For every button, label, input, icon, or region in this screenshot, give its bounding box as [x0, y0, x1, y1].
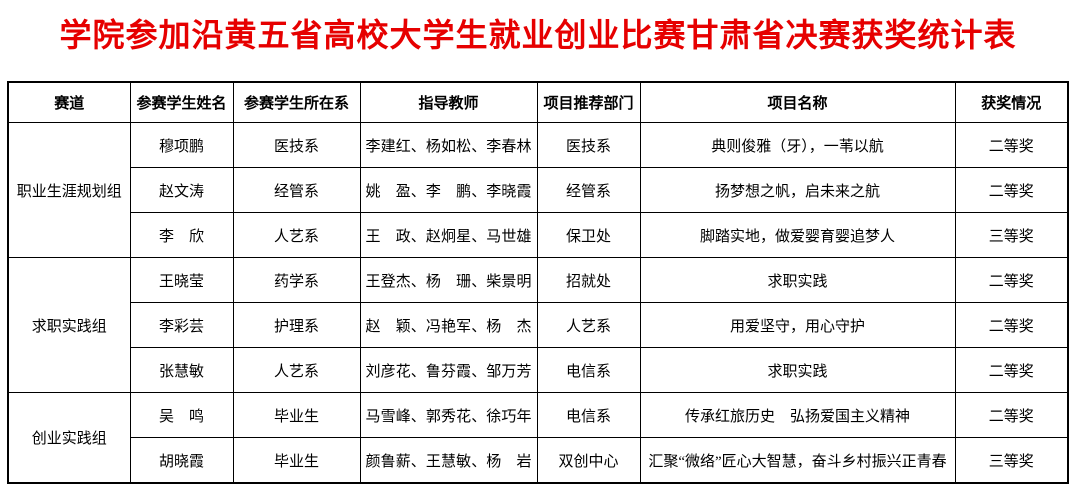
project-name-cell: 传承红旅历史 弘扬爱国主义精神: [639, 392, 956, 438]
recommending-department-cell: 人艺系: [536, 302, 641, 348]
header-project-name: 项目名称: [639, 81, 956, 123]
recommending-department-cell: 医技系: [536, 122, 641, 168]
student-department-cell: 人艺系: [232, 212, 361, 258]
advisors-cell: 王 政、赵炯星、马世雄: [359, 212, 538, 258]
header-track: 赛道: [7, 81, 131, 123]
header-recommending-department: 项目推荐部门: [536, 81, 641, 123]
student-name-cell: 吴 鸣: [129, 392, 234, 438]
student-name-cell: 李 欣: [129, 212, 234, 258]
award-cell: 二等奖: [954, 167, 1069, 213]
table-row: 李彩芸 护理系赵 颖、冯艳军、杨 杰人艺系 用爱坚守，用心守护 二等奖: [8, 302, 1069, 348]
award-cell: 二等奖: [954, 347, 1069, 393]
advisors-cell: 马雪峰、郭秀花、徐巧年: [359, 392, 538, 438]
recommending-department-cell: 经管系: [536, 167, 641, 213]
recommending-department-cell: 电信系: [536, 392, 641, 438]
table-row: 职业生涯规划组 穆项鹏 医技系 李建红、杨如松、李春林 医技系 典则俊雅（牙），一苇以航二…: [7, 122, 1069, 258]
award-cell: 三等奖: [954, 212, 1069, 258]
project-name-cell: 典则俊雅（牙），一苇以航: [639, 122, 956, 168]
student-department-cell: 经管系: [232, 167, 361, 213]
student-name-cell: 李彩芸: [129, 302, 234, 348]
project-name-cell: 求职实践: [639, 347, 956, 393]
table-header: 赛道 参赛学生姓名 参赛学生所在系 指导教师 项目推荐部门 项目名称 获奖情况: [7, 81, 1069, 123]
student-department-cell: 人艺系: [232, 347, 361, 393]
project-name-cell: 求职实践: [639, 257, 956, 303]
recommending-department-cell: 电信系: [536, 347, 641, 393]
project-name-cell: 扬梦想之帆，启未来之航: [639, 167, 956, 213]
table-body: 职业生涯规划组 穆项鹏 医技系 李建红、杨如松、李春林 医技系 典则俊雅（牙），一苇以航二…: [7, 122, 1069, 484]
advisors-cell: 王登杰、杨 珊、柴景明: [359, 257, 538, 303]
student-department-cell: 毕业生: [232, 437, 361, 484]
table-row: 求职实践组 王晓莹 药学系 王登杰、杨 珊、柴景明 招就处 求职实践 二等奖: [7, 257, 1069, 393]
advisors-cell: 姚 盈、李 鹏、李晓霞: [359, 167, 538, 213]
award-cell: 二等奖: [954, 122, 1069, 168]
project-name-cell: 脚踏实地，做爱婴育婴追梦人: [639, 212, 956, 258]
advisors-cell: 颜鲁薪、王慧敏、杨 岩: [359, 437, 538, 484]
student-name-cell: 穆项鹏: [129, 122, 234, 168]
award-cell: 二等奖: [954, 257, 1069, 303]
student-name-cell: 张慧敏: [129, 347, 234, 393]
table-row: 胡晓霞 毕业生 颜鲁薪、王慧敏、杨 岩双创中心 汇聚“微络”匠心大智慧，奋斗乡村振兴正…: [8, 437, 1069, 484]
page-title: 学院参加沿黄五省高校大学生就业创业比赛甘肃省决赛获奖统计表: [59, 17, 1017, 53]
recommending-department-cell: 招就处: [536, 257, 641, 303]
table-row: 赵文涛 经管系姚 盈、李 鹏、李晓霞 经管系 扬梦想之帆，启未来之航 二等奖: [8, 167, 1069, 213]
student-department-cell: 医技系: [232, 122, 361, 168]
header-student-department: 参赛学生所在系: [232, 81, 361, 123]
student-department-cell: 药学系: [232, 257, 361, 303]
award-cell: 二等奖: [954, 302, 1069, 348]
student-name-cell: 胡晓霞: [129, 437, 234, 484]
advisors-cell: 赵 颖、冯艳军、杨 杰: [359, 302, 538, 348]
track-cell: 职业生涯规划组: [7, 122, 131, 258]
student-name-cell: 赵文涛: [129, 167, 234, 213]
student-department-cell: 毕业生: [232, 392, 361, 438]
header-row: 赛道 参赛学生姓名 参赛学生所在系 指导教师 项目推荐部门 项目名称 获奖情况: [7, 81, 1069, 123]
table-row: 张慧敏 人艺系 刘彦花、鲁芬霞、邹万芳 电信系 求职实践 二等奖: [8, 347, 1069, 393]
award-cell: 二等奖: [954, 392, 1069, 438]
table-row: 创业实践组吴 鸣毕业生 马雪峰、郭秀花、徐巧年 电信系 传承红旅历史 弘扬爱国主义精神…: [7, 392, 1069, 484]
header-award: 获奖情况: [954, 81, 1069, 123]
student-department-cell: 护理系: [232, 302, 361, 348]
recommending-department-cell: 保卫处: [536, 212, 641, 258]
header-advisors: 指导教师: [359, 81, 538, 123]
recommending-department-cell: 双创中心: [536, 437, 641, 484]
table-row: 李 欣人艺系王 政、赵炯星、马世雄 保卫处 脚踏实地，做爱婴育婴追梦人 三等奖: [8, 212, 1069, 258]
project-name-cell: 用爱坚守，用心守护: [639, 302, 956, 348]
project-name-cell: 汇聚“微络”匠心大智慧，奋斗乡村振兴正青春: [639, 437, 956, 484]
advisors-cell: 刘彦花、鲁芬霞、邹万芳: [359, 347, 538, 393]
track-cell: 创业实践组: [7, 392, 131, 484]
student-name-cell: 王晓莹: [129, 257, 234, 303]
award-statistics-table: 赛道 参赛学生姓名 参赛学生所在系 指导教师 项目推荐部门 项目名称 获奖情况 …: [7, 81, 1069, 484]
advisors-cell: 李建红、杨如松、李春林: [359, 122, 538, 168]
track-cell: 求职实践组: [7, 257, 131, 393]
award-cell: 三等奖: [954, 437, 1069, 484]
header-student-name: 参赛学生姓名: [129, 81, 234, 123]
